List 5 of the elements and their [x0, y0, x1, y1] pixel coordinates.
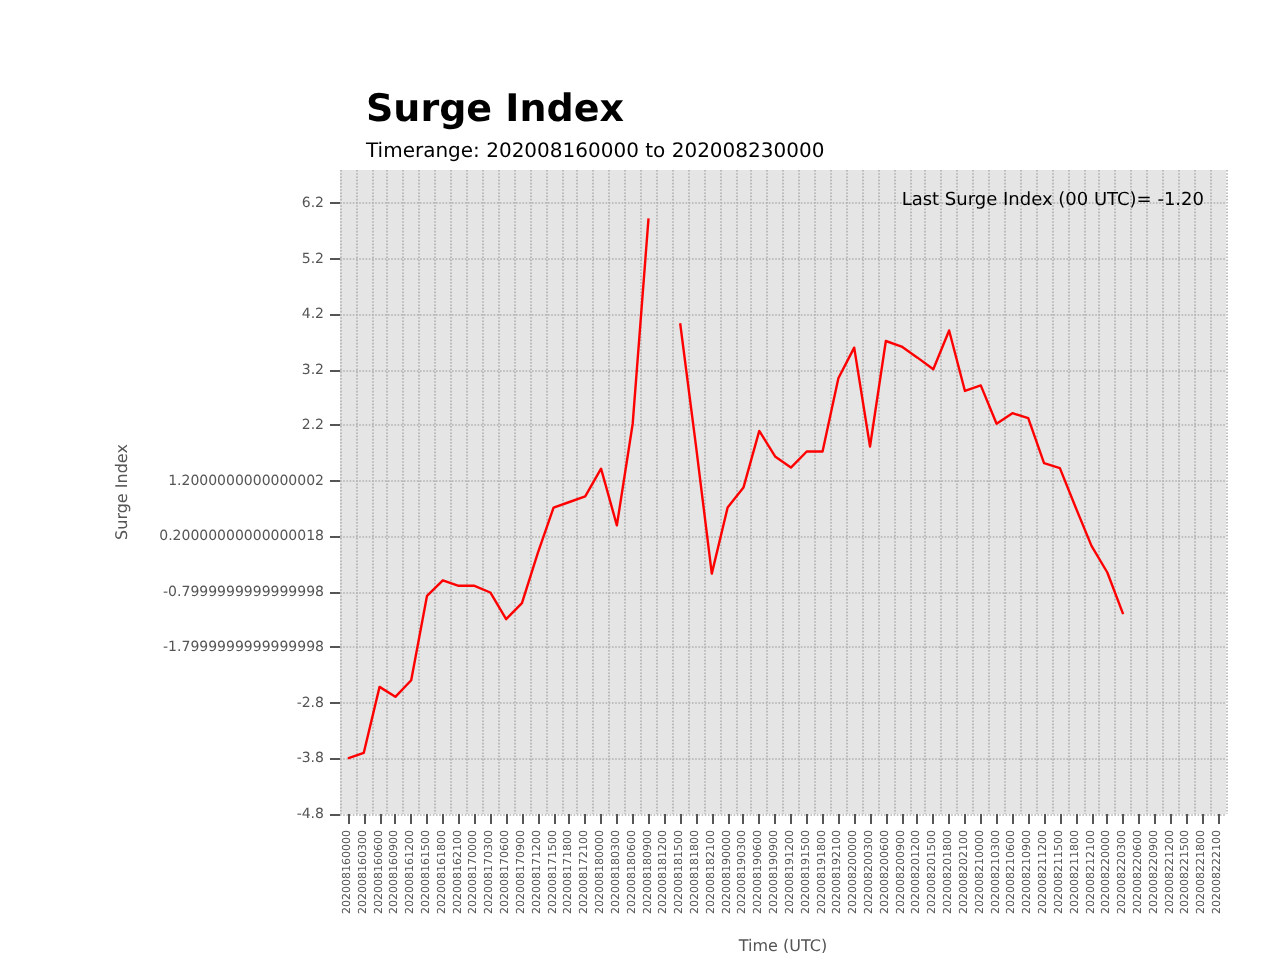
y-axis-title: Surge Index	[113, 443, 131, 540]
annotation: Last Surge Index (00 UTC)= -1.20	[901, 191, 1205, 211]
chart-title: Surge Index	[366, 87, 625, 131]
x-axis-title: Time (UTC)	[736, 937, 828, 955]
chart-subtitle: Timerange: 202008160000 to 202008230000	[364, 141, 825, 163]
